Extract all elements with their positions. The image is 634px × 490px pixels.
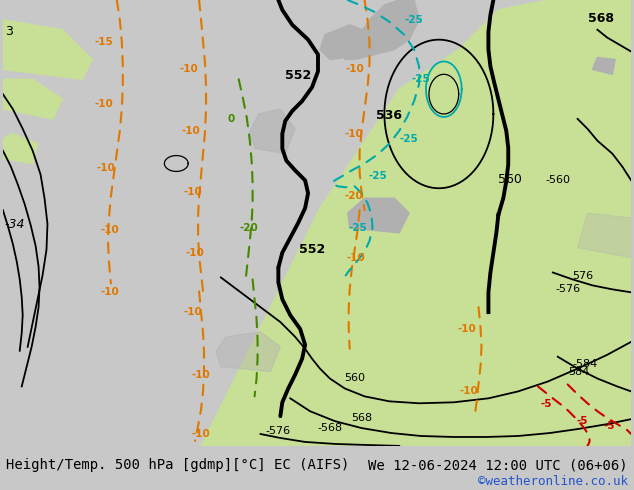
Text: -576: -576 (555, 284, 580, 294)
Text: -5: -5 (540, 399, 552, 409)
Polygon shape (201, 0, 631, 446)
Text: -25: -25 (348, 223, 367, 233)
Text: -576: -576 (266, 426, 291, 436)
Text: Height/Temp. 500 hPa [gdmp][°C] EC (AIFS): Height/Temp. 500 hPa [gdmp][°C] EC (AIFS… (6, 458, 350, 472)
Text: 536: 536 (377, 109, 403, 122)
Text: 568: 568 (588, 12, 614, 25)
Text: -20: -20 (344, 191, 363, 201)
Text: -5: -5 (577, 416, 588, 426)
Text: -10: -10 (184, 307, 202, 317)
Text: 552: 552 (285, 69, 311, 82)
Polygon shape (347, 198, 409, 233)
Text: -10: -10 (191, 429, 210, 439)
Text: 568: 568 (351, 413, 372, 423)
Text: 560: 560 (498, 173, 522, 186)
Text: ©weatheronline.co.uk: ©weatheronline.co.uk (477, 475, 628, 488)
Text: -15: -15 (94, 37, 113, 47)
Text: -5: -5 (604, 421, 615, 431)
Polygon shape (249, 109, 295, 153)
Polygon shape (592, 57, 615, 74)
Text: 552: 552 (299, 243, 325, 256)
Text: 584: 584 (567, 367, 589, 376)
Text: -10: -10 (180, 64, 198, 74)
Text: -10: -10 (346, 253, 365, 263)
Text: -584: -584 (573, 359, 598, 368)
Text: -25: -25 (411, 74, 430, 84)
Text: -34: -34 (5, 218, 25, 231)
Text: 3: 3 (5, 24, 13, 38)
Text: -10: -10 (101, 225, 119, 235)
Text: -10: -10 (182, 126, 200, 136)
Text: -10: -10 (191, 369, 210, 380)
Text: -25: -25 (368, 172, 387, 181)
Text: -10: -10 (346, 64, 364, 74)
Text: -10: -10 (94, 99, 113, 109)
Text: 560: 560 (344, 373, 365, 384)
Polygon shape (3, 79, 62, 119)
Text: -10: -10 (457, 324, 476, 334)
Text: -568: -568 (318, 423, 342, 433)
Text: -10: -10 (96, 164, 115, 173)
Text: -25: -25 (400, 134, 418, 144)
Text: -10: -10 (101, 287, 119, 297)
Text: -10: -10 (184, 187, 202, 197)
Polygon shape (3, 134, 37, 164)
Text: -10: -10 (186, 247, 205, 258)
Text: -560: -560 (546, 175, 571, 185)
Text: -25: -25 (404, 15, 424, 25)
Text: -10: -10 (459, 387, 478, 396)
Text: -20: -20 (239, 223, 258, 233)
Text: -10: -10 (344, 129, 363, 139)
Polygon shape (3, 20, 92, 79)
Polygon shape (320, 25, 375, 59)
Text: We 12-06-2024 12:00 UTC (06+06): We 12-06-2024 12:00 UTC (06+06) (368, 458, 628, 472)
Polygon shape (345, 0, 419, 59)
Polygon shape (216, 332, 280, 371)
Polygon shape (578, 213, 631, 258)
Text: 0: 0 (227, 114, 235, 124)
Text: 576: 576 (573, 271, 594, 281)
